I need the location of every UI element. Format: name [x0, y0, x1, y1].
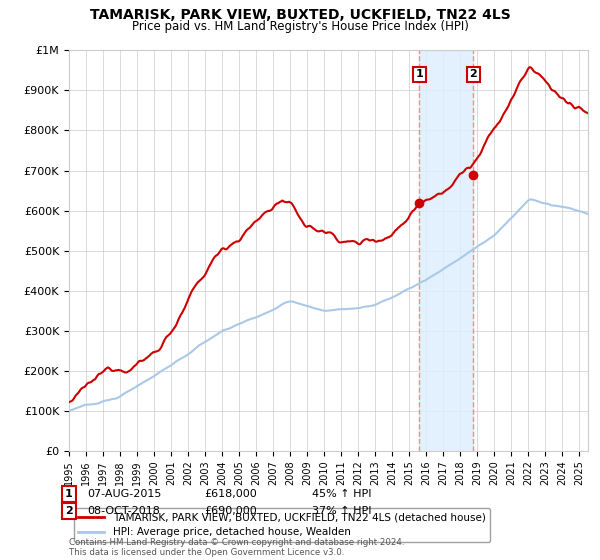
Text: 37% ↑ HPI: 37% ↑ HPI [312, 506, 371, 516]
Text: 08-OCT-2018: 08-OCT-2018 [87, 506, 160, 516]
Legend: TAMARISK, PARK VIEW, BUXTED, UCKFIELD, TN22 4LS (detached house), HPI: Average p: TAMARISK, PARK VIEW, BUXTED, UCKFIELD, T… [74, 508, 490, 542]
Bar [419, 50, 473, 451]
Text: 2: 2 [470, 69, 478, 80]
Text: 07-AUG-2015: 07-AUG-2015 [87, 489, 161, 499]
Text: Price paid vs. HM Land Registry's House Price Index (HPI): Price paid vs. HM Land Registry's House … [131, 20, 469, 32]
Text: 1: 1 [65, 489, 73, 499]
Text: TAMARISK, PARK VIEW, BUXTED, UCKFIELD, TN22 4LS: TAMARISK, PARK VIEW, BUXTED, UCKFIELD, T… [89, 8, 511, 22]
Text: 2: 2 [65, 506, 73, 516]
Text: 45% ↑ HPI: 45% ↑ HPI [312, 489, 371, 499]
Text: Contains HM Land Registry data © Crown copyright and database right 2024.
This d: Contains HM Land Registry data © Crown c… [69, 538, 404, 557]
Text: £690,000: £690,000 [204, 506, 257, 516]
Text: 1: 1 [415, 69, 423, 80]
Text: £618,000: £618,000 [204, 489, 257, 499]
